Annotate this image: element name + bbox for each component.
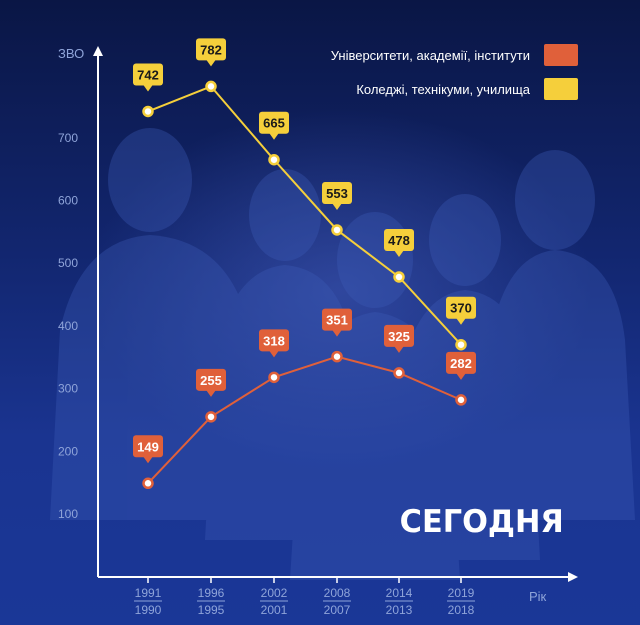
legend-swatch-colleges bbox=[544, 78, 578, 100]
callout-pointer bbox=[456, 372, 466, 380]
data-point bbox=[455, 394, 467, 406]
value-callout bbox=[259, 329, 289, 352]
data-point bbox=[205, 80, 217, 93]
x-tick-label-bottom: 2001 bbox=[261, 603, 288, 617]
callout-pointer bbox=[269, 350, 279, 358]
axes bbox=[93, 46, 578, 582]
x-axis-label: Рік bbox=[529, 589, 547, 604]
x-tick-label-bottom: 2013 bbox=[386, 603, 413, 617]
y-ticks: 100 200 300 400 500 600 700 bbox=[58, 131, 78, 521]
callout-pointer bbox=[143, 456, 153, 464]
value-callout bbox=[322, 308, 352, 331]
legend-swatch-universities bbox=[544, 44, 578, 66]
x-tick-label-bottom: 2007 bbox=[324, 603, 351, 617]
value-callout bbox=[446, 351, 476, 374]
data-label: 325 bbox=[388, 329, 410, 344]
data-label: 149 bbox=[137, 439, 159, 454]
data-label: 478 bbox=[388, 233, 410, 248]
callout-pointer bbox=[206, 389, 216, 397]
data-label: 318 bbox=[263, 333, 285, 348]
value-callout bbox=[133, 63, 163, 86]
data-point bbox=[331, 350, 343, 363]
data-point bbox=[268, 371, 280, 384]
value-callout bbox=[446, 296, 476, 319]
data-label: 553 bbox=[326, 186, 348, 201]
callout-pointer bbox=[206, 59, 216, 67]
value-callout bbox=[259, 111, 289, 134]
x-tick-label-top: 2002 bbox=[261, 586, 288, 600]
series-layer: 149 255 318 351 325 282 742 782 665 553 478 370 bbox=[133, 38, 476, 490]
x-tick-label-top: 2008 bbox=[324, 586, 351, 600]
x-tick-label-top: 1991 bbox=[135, 586, 162, 600]
x-tick-label-top: 2014 bbox=[386, 586, 413, 600]
value-callout bbox=[384, 324, 414, 347]
series-2: 742 782 665 553 478 370 bbox=[133, 38, 476, 351]
y-tick-label: 200 bbox=[58, 444, 78, 458]
x-categories: 1991 1990 1996 1995 2002 2001 2008 2007 2014 2013… bbox=[134, 577, 475, 617]
data-point bbox=[142, 105, 154, 118]
data-label: 351 bbox=[326, 313, 348, 328]
data-label: 665 bbox=[263, 116, 285, 131]
x-tick-label-top: 2019 bbox=[448, 586, 475, 600]
data-label: 282 bbox=[450, 356, 472, 371]
y-tick-label: 600 bbox=[58, 194, 78, 208]
callout-pointer bbox=[394, 249, 404, 257]
callout-pointer bbox=[394, 345, 404, 353]
legend-item-colleges: Коледжі, технікуми, училища bbox=[356, 78, 578, 100]
data-label: 742 bbox=[137, 67, 159, 82]
y-tick-label: 700 bbox=[58, 131, 78, 145]
value-callout bbox=[196, 368, 226, 391]
data-point bbox=[393, 367, 405, 379]
legend-label-universities: Університети, академії, інститути bbox=[330, 47, 530, 63]
data-point bbox=[205, 411, 217, 423]
data-point bbox=[331, 224, 343, 236]
data-point bbox=[268, 153, 280, 166]
x-tick-label-bottom: 2018 bbox=[448, 603, 475, 617]
y-tick-label: 400 bbox=[58, 319, 78, 333]
callout-pointer bbox=[456, 317, 466, 325]
series-line bbox=[147, 355, 462, 484]
data-point bbox=[393, 271, 405, 283]
value-callout bbox=[196, 38, 226, 61]
callout-pointer bbox=[332, 202, 342, 210]
callout-pointer bbox=[143, 84, 153, 92]
data-point bbox=[142, 477, 154, 490]
y-axis-label: ЗВО bbox=[58, 46, 84, 61]
legend-label-colleges: Коледжі, технікуми, училища bbox=[356, 81, 530, 97]
callout-pointer bbox=[332, 329, 342, 337]
callout-pointer bbox=[269, 132, 279, 140]
value-callout bbox=[133, 435, 163, 458]
data-label: 255 bbox=[200, 373, 222, 388]
series-line bbox=[147, 85, 462, 346]
y-axis-arrow bbox=[93, 46, 103, 56]
x-axis-arrow bbox=[568, 572, 578, 582]
data-label: 782 bbox=[200, 42, 222, 57]
x-tick-label-top: 1996 bbox=[198, 586, 225, 600]
data-point bbox=[455, 338, 467, 351]
y-tick-label: 100 bbox=[58, 507, 78, 521]
value-callout bbox=[322, 181, 352, 204]
legend-item-universities: Університети, академії, інститути bbox=[331, 44, 578, 66]
value-callout bbox=[384, 228, 414, 251]
data-label: 370 bbox=[450, 301, 472, 316]
y-tick-label: 500 bbox=[58, 256, 78, 270]
x-tick-label-bottom: 1995 bbox=[198, 603, 225, 617]
y-tick-label: 300 bbox=[58, 382, 78, 396]
brand-logo: СЕГОДНЯ bbox=[399, 504, 564, 540]
x-tick-label-bottom: 1990 bbox=[135, 603, 162, 617]
series-1: 149 255 318 351 325 282 bbox=[133, 308, 476, 490]
